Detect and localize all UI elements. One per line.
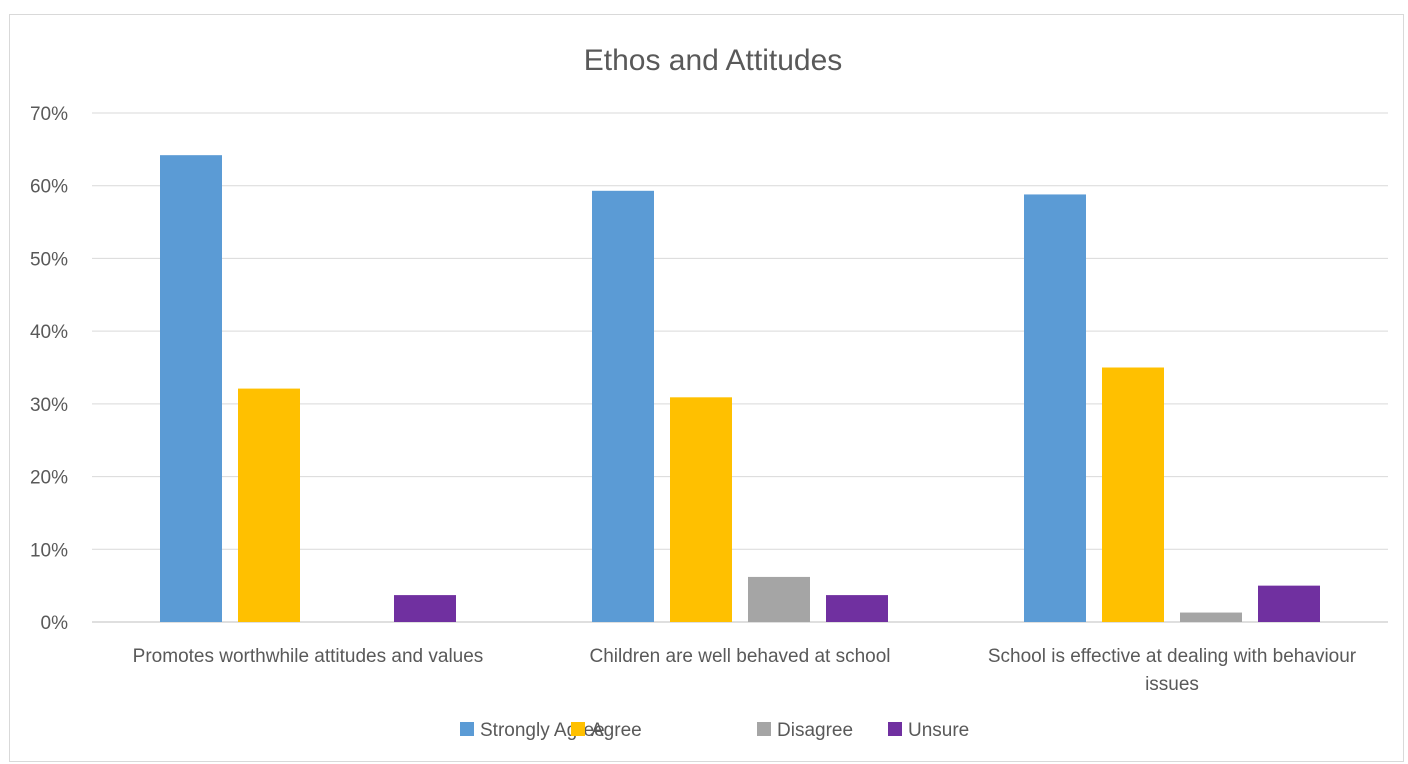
- y-tick-label: 30%: [30, 395, 68, 416]
- category-label: Promotes worthwhile attitudes and values: [133, 646, 484, 667]
- bar-unsure: [394, 595, 456, 622]
- bar-agree: [238, 388, 300, 622]
- legend-label: Strongly Agree: [480, 720, 605, 741]
- legend-label: Unsure: [908, 720, 969, 741]
- category-label: issues: [1145, 674, 1199, 695]
- y-tick-label: 70%: [30, 104, 68, 125]
- legend-swatch: [757, 722, 771, 736]
- bar-unsure: [826, 595, 888, 622]
- chart-frame: [9, 14, 1404, 762]
- y-tick-label: 10%: [30, 540, 68, 561]
- bar-disagree: [748, 576, 810, 622]
- bar-strongly-agree: [1024, 194, 1086, 622]
- y-tick-label: 60%: [30, 177, 68, 198]
- y-tick-label: 40%: [30, 322, 68, 343]
- category-labels: Promotes worthwhile attitudes and values…: [133, 646, 1357, 695]
- bar-agree: [670, 397, 732, 622]
- bar-strongly-agree: [160, 155, 222, 622]
- legend-label: Agree: [591, 720, 642, 741]
- bar-strongly-agree: [592, 190, 654, 622]
- category-label: Children are well behaved at school: [589, 646, 890, 667]
- y-tick-label: 0%: [41, 613, 69, 634]
- chart-title: Ethos and Attitudes: [584, 44, 843, 77]
- legend-swatch: [888, 722, 902, 736]
- y-axis-ticks: 0% 10% 20% 30% 40% 50% 60% 70%: [30, 104, 68, 634]
- bars: [160, 155, 1320, 622]
- legend-swatch: [571, 722, 585, 736]
- bar-agree: [1102, 367, 1164, 622]
- bar-unsure: [1258, 585, 1320, 622]
- category-label: School is effective at dealing with beha…: [988, 646, 1357, 667]
- bar-disagree: [1180, 612, 1242, 622]
- gridlines: [92, 112, 1388, 623]
- y-tick-label: 50%: [30, 249, 68, 270]
- legend-label: Disagree: [777, 720, 853, 741]
- y-tick-label: 20%: [30, 468, 68, 489]
- legend-swatch: [460, 722, 474, 736]
